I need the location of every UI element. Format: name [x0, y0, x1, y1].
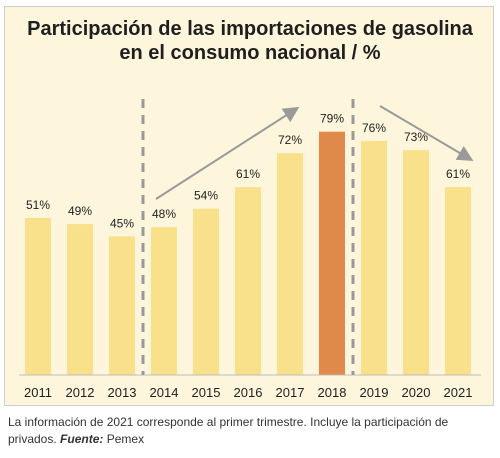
value-label-2013: 45% — [110, 216, 134, 230]
bar-2016 — [235, 187, 261, 375]
bar-2011 — [25, 217, 51, 375]
category-label-2016: 2016 — [234, 385, 263, 400]
category-label-2017: 2017 — [276, 385, 305, 400]
trend-arrow-up — [155, 106, 300, 200]
source-name: Pemex — [106, 432, 145, 446]
value-label-2012: 49% — [68, 204, 92, 218]
category-label-2013: 2013 — [108, 385, 137, 400]
chart-panel: Participación de las importaciones de ga… — [4, 6, 494, 406]
source-label: Fuente: — [60, 432, 104, 446]
chart-title: Participación de las importaciones de ga… — [5, 17, 495, 65]
bar-2013 — [109, 236, 135, 375]
value-label-2017: 72% — [278, 133, 302, 147]
bar-2012 — [67, 224, 93, 375]
category-label-2020: 2020 — [402, 385, 431, 400]
trend-arrow-down — [379, 105, 474, 162]
footnote-text: La información de 2021 corresponde al pr… — [8, 415, 449, 446]
chart-title-line-1: Participación de las importaciones de ga… — [27, 18, 473, 40]
bar-chart: 51% 2011 49% 2012 45% 2013 48% 2014 54% 2015 61% 20… — [19, 99, 481, 400]
category-label-2019: 2019 — [360, 385, 389, 400]
value-label-2015: 54% — [194, 189, 218, 203]
value-label-2018: 79% — [320, 112, 344, 126]
value-label-2021: 61% — [446, 167, 470, 181]
bar-2014 — [151, 227, 177, 375]
category-label-2018: 2018 — [318, 385, 347, 400]
category-label-2021: 2021 — [444, 385, 473, 400]
value-label-2020: 73% — [404, 130, 428, 144]
bar-2021 — [445, 187, 471, 375]
bar-2019 — [361, 140, 387, 375]
bar-2015 — [193, 208, 219, 375]
chart-title-line-2: en el consumo nacional / % — [119, 42, 381, 64]
bar-2020 — [403, 150, 429, 375]
bar-2018 — [319, 131, 345, 375]
category-label-2012: 2012 — [66, 385, 95, 400]
category-label-2014: 2014 — [150, 385, 179, 400]
category-label-2011: 2011 — [24, 385, 52, 400]
category-label-2015: 2015 — [192, 385, 221, 400]
bar-2017 — [277, 153, 303, 375]
value-label-2014: 48% — [152, 207, 176, 221]
value-label-2019: 76% — [362, 121, 386, 135]
value-label-2011: 51% — [26, 198, 50, 212]
value-label-2016: 61% — [236, 167, 260, 181]
footnote: La información de 2021 corresponde al pr… — [8, 414, 494, 448]
